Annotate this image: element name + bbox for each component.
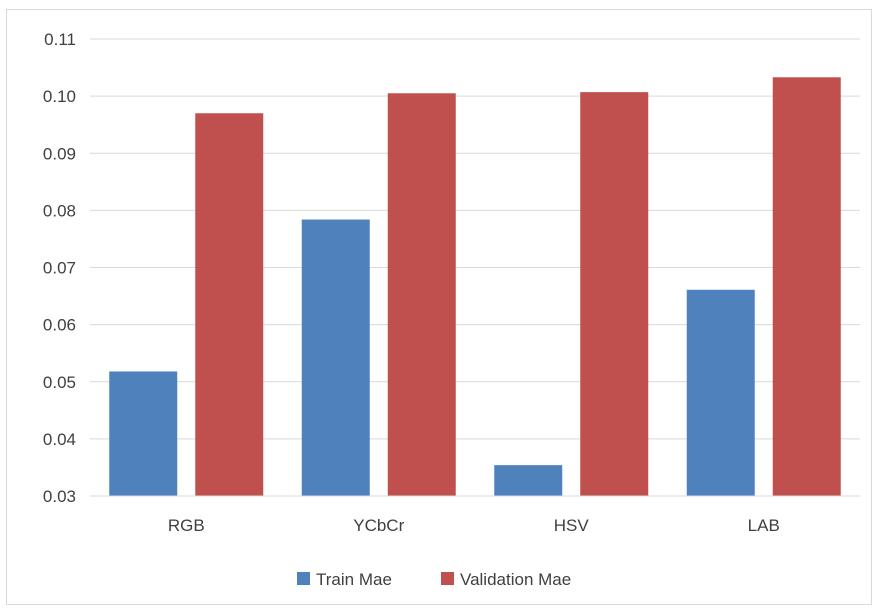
- bar-train-mae-lab: [686, 289, 755, 496]
- y-tick-label: 0.10: [43, 87, 76, 106]
- y-tick-label: 0.09: [43, 144, 76, 163]
- legend: Train Mae Validation Mae: [297, 570, 571, 589]
- bars: [109, 77, 841, 497]
- y-axis-tick-labels: 0.03 0.04 0.05 0.06 0.07 0.08 0.09 0.10 0.11: [43, 30, 76, 506]
- bar-train-mae-ycbcr: [301, 219, 370, 496]
- legend-label: Train Mae: [316, 570, 392, 589]
- y-tick-label: 0.07: [43, 259, 76, 278]
- y-tick-label: 0.04: [43, 430, 76, 449]
- bar-train-mae-rgb: [109, 371, 178, 496]
- x-tick-label: RGB: [168, 516, 205, 535]
- x-tick-label: HSV: [554, 516, 590, 535]
- y-tick-label: 0.06: [43, 316, 76, 335]
- bar-validation-mae-lab: [772, 77, 841, 497]
- x-tick-label: LAB: [748, 516, 780, 535]
- bar-validation-mae-ycbcr: [387, 93, 456, 497]
- y-tick-label: 0.08: [43, 201, 76, 220]
- legend-swatch: [441, 572, 454, 585]
- x-axis-tick-labels: RGB YCbCr HSV LAB: [168, 516, 780, 535]
- y-tick-label: 0.05: [43, 373, 76, 392]
- legend-label: Validation Mae: [460, 570, 571, 589]
- x-tick-label: YCbCr: [353, 516, 404, 535]
- bar-validation-mae-hsv: [580, 92, 649, 496]
- y-tick-label: 0.03: [43, 487, 76, 506]
- legend-swatch: [297, 572, 310, 585]
- bar-validation-mae-rgb: [195, 113, 264, 496]
- y-tick-label: 0.11: [44, 30, 76, 49]
- bar-train-mae-hsv: [494, 465, 563, 496]
